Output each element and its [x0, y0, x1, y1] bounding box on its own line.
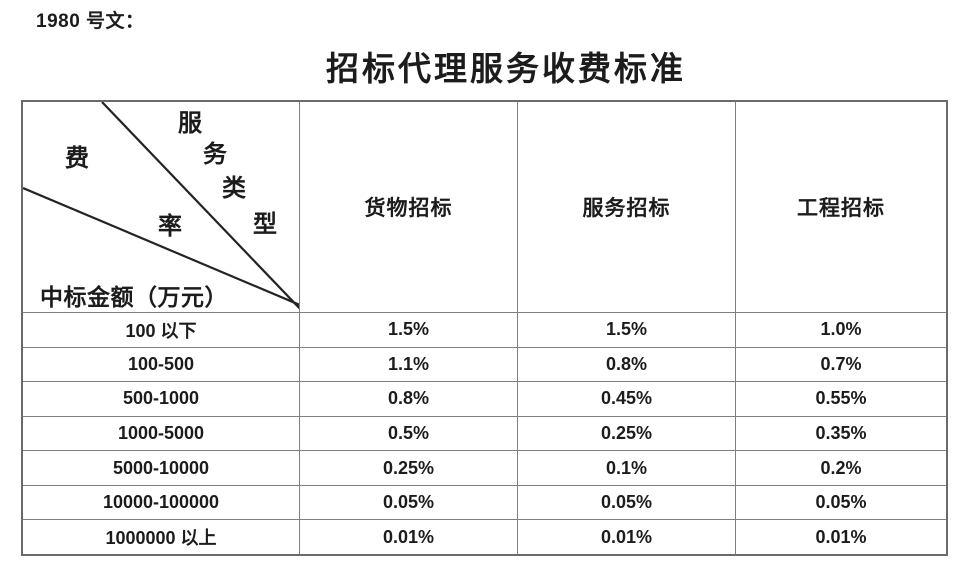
table-cell: 0.05% [517, 484, 735, 520]
table-cell: 0.25% [517, 415, 735, 451]
row-label: 100-500 [23, 346, 299, 382]
corner-label-service-type-char: 服 [178, 111, 202, 137]
table-cell: 1.1% [299, 346, 517, 382]
table-cell: 0.01% [299, 519, 517, 554]
corner-label-fee-rate-char: 费 [65, 146, 89, 172]
column-header-goods: 货物招标 [299, 102, 517, 312]
table-cell: 0.01% [735, 519, 946, 554]
doc-ref-number: 1980 号文： [36, 11, 145, 32]
column-header-services: 服务招标 [517, 102, 735, 312]
corner-label-service-type-char: 类 [222, 176, 246, 202]
table-cell: 1.0% [735, 312, 946, 347]
column-header-works: 工程招标 [735, 102, 946, 312]
row-label: 5000-10000 [23, 450, 299, 485]
table-cell: 0.8% [299, 381, 517, 416]
table-cell: 0.5% [299, 415, 517, 451]
corner-label-bid-amount: 中标金额（万元） [40, 285, 228, 310]
row-label: 1000000 以上 [23, 519, 299, 554]
table-cell: 0.01% [517, 519, 735, 554]
corner-header-cell: 服 务 类 型 费 率 中标金额（万元） [23, 102, 299, 312]
table-cell: 0.05% [299, 484, 517, 520]
table-cell: 1.5% [299, 312, 517, 347]
table-cell: 1.5% [517, 312, 735, 347]
corner-label-service-type-char: 务 [203, 142, 227, 168]
corner-label-fee-rate-char: 率 [158, 214, 182, 240]
table-cell: 0.1% [517, 450, 735, 485]
table-cell: 0.8% [517, 346, 735, 382]
diagonal-divider-lines [23, 102, 299, 310]
row-label: 500-1000 [23, 381, 299, 416]
table-cell: 0.25% [299, 450, 517, 485]
corner-label-service-type-char: 型 [253, 212, 277, 238]
table-cell: 0.35% [735, 415, 946, 451]
row-label: 10000-100000 [23, 484, 299, 520]
row-label: 1000-5000 [23, 415, 299, 451]
table-cell: 0.55% [735, 381, 946, 416]
table-cell: 0.45% [517, 381, 735, 416]
table-cell: 0.2% [735, 450, 946, 485]
row-label: 100 以下 [23, 312, 299, 347]
fee-standard-table: 服 务 类 型 费 率 中标金额（万元） 货物招标 服务招标 工程招标 100 … [21, 100, 948, 556]
table-cell: 0.05% [735, 484, 946, 520]
page-title: 招标代理服务收费标准 [326, 52, 686, 88]
table-cell: 0.7% [735, 346, 946, 382]
